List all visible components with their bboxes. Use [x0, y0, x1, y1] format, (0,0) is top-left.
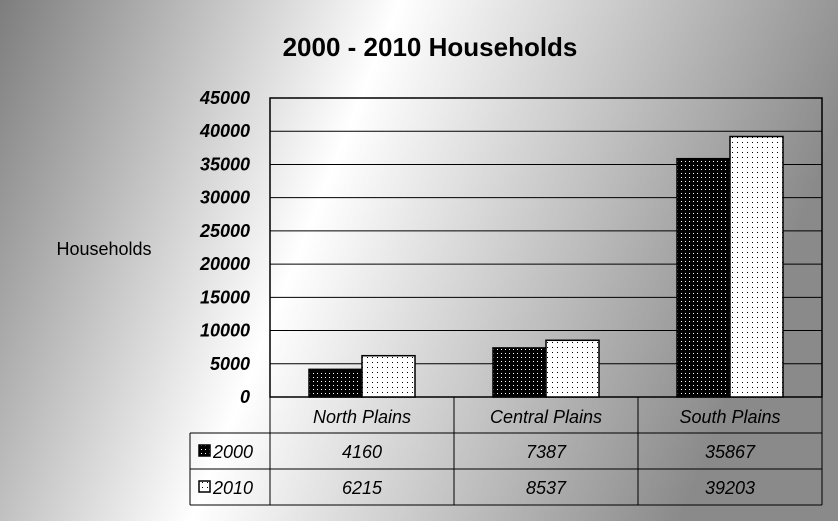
- y-axis-label: Households: [56, 239, 151, 259]
- y-tick-label: 0: [240, 387, 250, 407]
- data-label: 6215: [342, 478, 383, 498]
- data-label: 39203: [705, 478, 755, 498]
- legend-label: 2000: [212, 442, 253, 462]
- y-tick-label: 45000: [199, 88, 250, 108]
- x-tick-label: Central Plains: [490, 407, 602, 427]
- bar-2010-2: [729, 135, 784, 398]
- chart-title: 2000 - 2010 Households: [283, 32, 578, 62]
- bar-2010-0: [361, 354, 416, 398]
- legend-swatch-2000: [198, 444, 211, 457]
- bar-2000-0: [308, 368, 363, 398]
- data-label: 7387: [526, 442, 567, 462]
- legend-label: 2010: [212, 478, 253, 498]
- bar-2000-2: [676, 157, 731, 398]
- data-table: North Plains Central Plains South Plains 20…: [189, 397, 823, 506]
- bar-2010-1: [545, 339, 600, 398]
- y-tick-label: 20000: [199, 254, 250, 274]
- data-label: 4160: [342, 442, 382, 462]
- bar-2000-1: [492, 347, 547, 398]
- x-tick-label: South Plains: [679, 407, 780, 427]
- bars: [308, 135, 784, 398]
- y-tick-label: 30000: [200, 188, 250, 208]
- x-tick-label: North Plains: [313, 407, 411, 427]
- y-tick-label: 15000: [200, 287, 250, 307]
- data-label: 35867: [705, 442, 756, 462]
- y-tick-label: 25000: [199, 221, 250, 241]
- legend-swatch-2010: [198, 480, 211, 493]
- data-label: 8537: [526, 478, 567, 498]
- y-tick-label: 10000: [200, 321, 250, 341]
- y-axis-ticks: 0 5000 10000 15000 20000 25000 30000 35000 40000…: [199, 88, 250, 407]
- y-tick-label: 5000: [210, 354, 250, 374]
- y-tick-label: 35000: [200, 154, 250, 174]
- y-tick-label: 40000: [199, 121, 250, 141]
